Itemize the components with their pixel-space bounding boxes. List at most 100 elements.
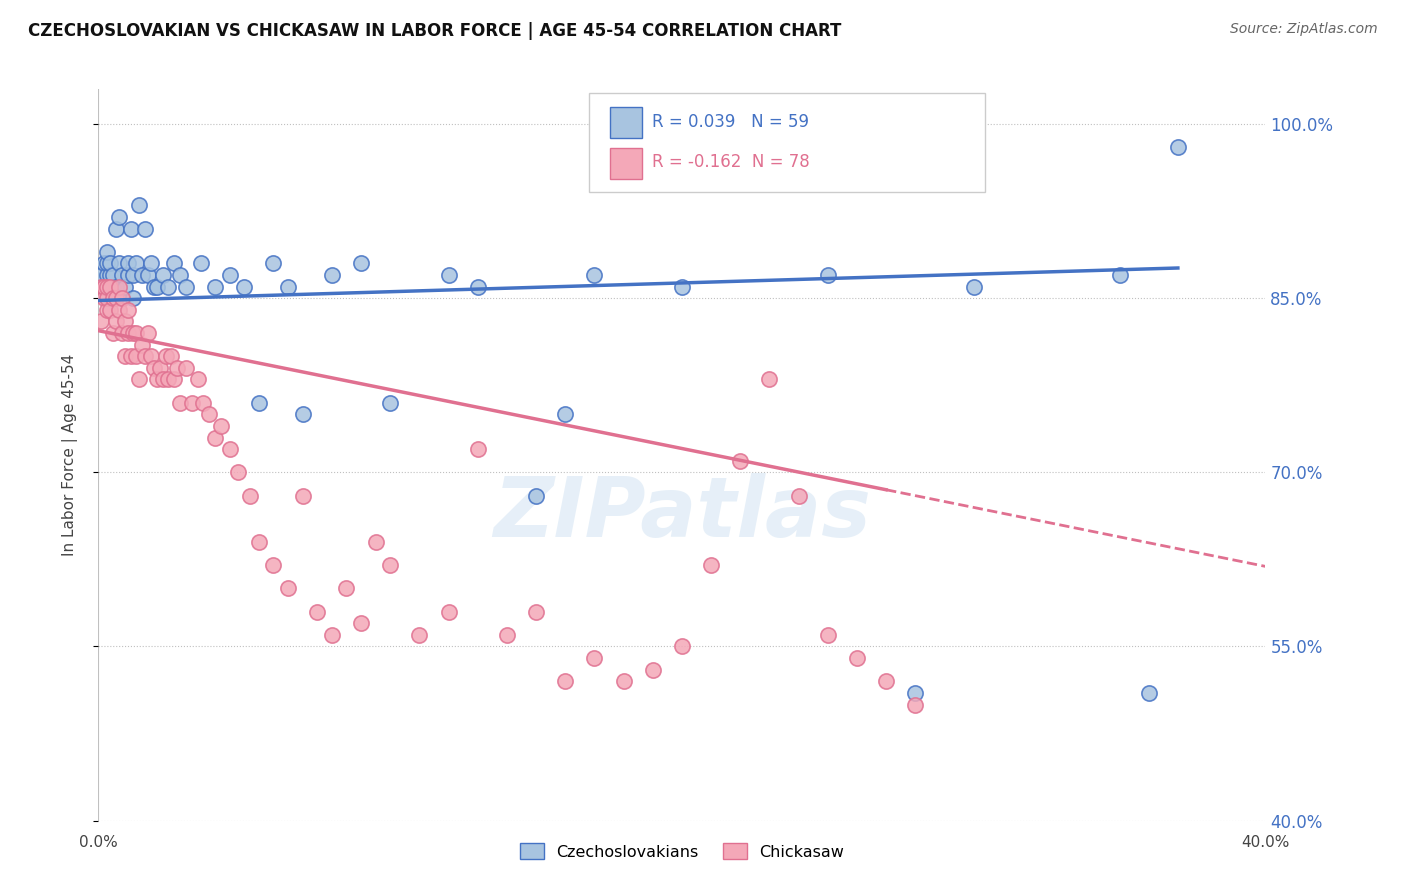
Point [437, 605, 460, 619]
Point [104, 279, 127, 293]
Point [111, 291, 134, 305]
Point [128, 198, 150, 212]
Point [98, 256, 121, 270]
Point [277, 279, 299, 293]
Point [101, 291, 124, 305]
Point [228, 466, 250, 480]
Point [408, 628, 430, 642]
Point [247, 395, 270, 409]
Bar [610, 108, 643, 138]
Point [108, 256, 131, 270]
Point [93, 279, 115, 293]
Point [111, 326, 134, 340]
Text: R = -0.162  N = 78: R = -0.162 N = 78 [651, 153, 810, 171]
Point [149, 360, 172, 375]
Point [90, 268, 112, 282]
Point [128, 372, 150, 386]
Point [583, 651, 606, 665]
Point [378, 558, 402, 573]
Point [114, 279, 136, 293]
Point [262, 256, 284, 270]
Point [155, 349, 177, 363]
Point [204, 430, 226, 444]
Point [239, 489, 262, 503]
Point [117, 326, 139, 340]
Point [111, 268, 134, 282]
Point [93, 291, 115, 305]
Point [166, 360, 188, 375]
Point [190, 256, 212, 270]
Point [671, 640, 693, 654]
Point [96, 256, 118, 270]
Point [209, 418, 232, 433]
Point [218, 442, 240, 456]
Point [125, 326, 148, 340]
Point [114, 314, 136, 328]
Point [142, 279, 165, 293]
Point [104, 314, 127, 328]
Point [904, 698, 927, 712]
Point [125, 349, 148, 363]
Point [845, 651, 868, 665]
Point [671, 279, 693, 293]
Text: CZECHOSLOVAKIAN VS CHICKASAW IN LABOR FORCE | AGE 45-54 CORRELATION CHART: CZECHOSLOVAKIAN VS CHICKASAW IN LABOR FO… [28, 22, 842, 40]
Point [131, 337, 153, 351]
Point [101, 326, 124, 340]
Point [758, 372, 780, 386]
Point [117, 302, 139, 317]
Point [134, 349, 156, 363]
Point [146, 279, 169, 293]
Point [1108, 268, 1130, 282]
Point [152, 372, 174, 386]
Point [108, 302, 131, 317]
Point [247, 535, 270, 549]
FancyBboxPatch shape [589, 93, 986, 192]
Legend: Czechoslovakians, Chickasaw: Czechoslovakians, Chickasaw [512, 835, 852, 868]
Y-axis label: In Labor Force | Age 45-54: In Labor Force | Age 45-54 [62, 354, 77, 556]
Point [437, 268, 460, 282]
Point [321, 628, 343, 642]
Point [139, 349, 162, 363]
Point [114, 349, 136, 363]
Point [108, 279, 131, 293]
Point [101, 279, 124, 293]
Point [495, 628, 517, 642]
Point [787, 489, 810, 503]
Point [198, 407, 221, 421]
Point [169, 268, 191, 282]
Point [134, 221, 156, 235]
Point [307, 605, 329, 619]
Point [612, 674, 634, 689]
Point [139, 256, 162, 270]
Text: 40.0%: 40.0% [1241, 835, 1289, 849]
Point [122, 268, 145, 282]
Bar [610, 148, 643, 179]
Point [904, 686, 927, 700]
Point [350, 616, 373, 631]
Point [817, 628, 839, 642]
Point [291, 489, 314, 503]
Point [160, 349, 183, 363]
Point [163, 372, 186, 386]
Point [122, 326, 145, 340]
Point [131, 268, 153, 282]
Point [101, 268, 124, 282]
Point [193, 395, 215, 409]
Point [120, 221, 142, 235]
Point [180, 395, 202, 409]
Point [817, 268, 839, 282]
Point [152, 268, 174, 282]
Text: Source: ZipAtlas.com: Source: ZipAtlas.com [1230, 22, 1378, 37]
Point [875, 674, 897, 689]
Point [524, 605, 547, 619]
Point [96, 302, 118, 317]
Point [174, 360, 197, 375]
Point [136, 326, 159, 340]
Point [98, 268, 121, 282]
Point [96, 244, 118, 259]
Point [204, 279, 226, 293]
Point [291, 407, 314, 421]
Point [104, 221, 127, 235]
Point [117, 268, 139, 282]
Point [117, 256, 139, 270]
